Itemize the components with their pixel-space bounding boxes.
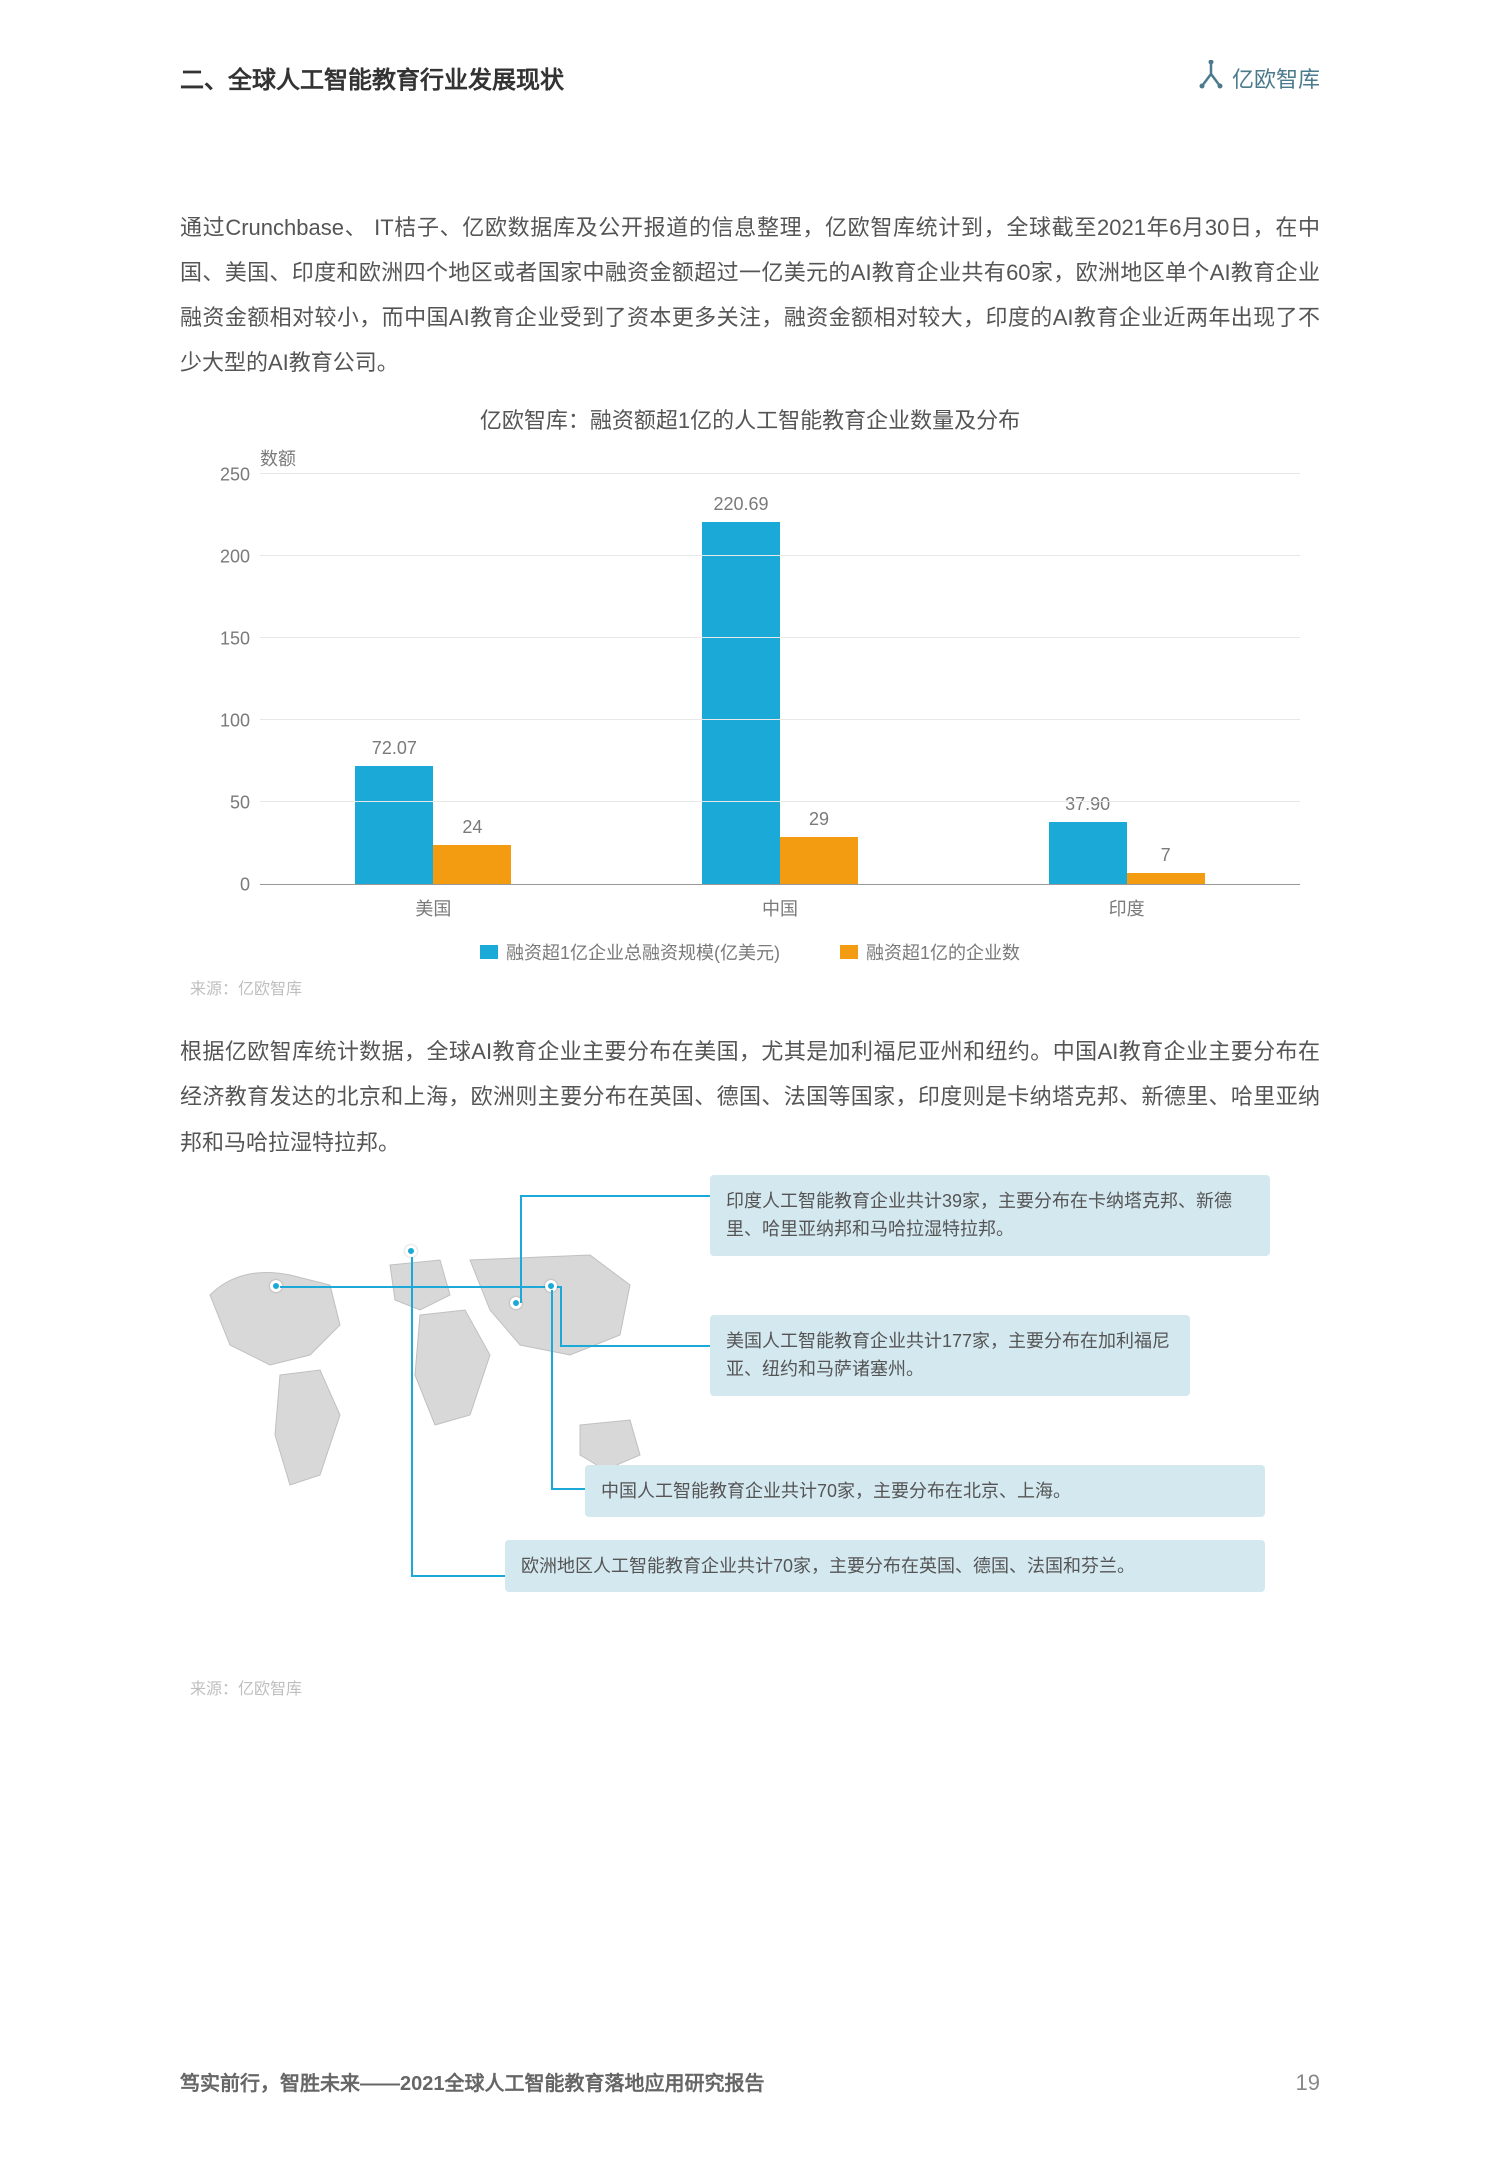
logo-icon [1196,60,1226,95]
bar-series2: 24 [433,845,511,884]
bar-value-label: 220.69 [713,494,768,515]
x-tick-label: 中国 [700,895,860,921]
legend-label: 融资超1亿企业总融资规模(亿美元) [506,939,780,965]
logo-text: 亿欧智库 [1232,62,1320,94]
chart-source: 来源：亿欧智库 [190,975,1320,999]
callout-connector [551,1290,553,1488]
legend-item-series1: 融资超1亿企业总融资规模(亿美元) [480,939,780,965]
bar-series1: 37.90 [1049,822,1127,884]
footer-report-title: 笃实前行，智胜未来——2021全球人工智能教育落地应用研究报告 [180,2067,765,2096]
bar-series1: 72.07 [355,766,433,884]
callout-connector [560,1345,710,1347]
bar-value-label: 37.90 [1065,794,1110,815]
bar-chart: 数额 050100150200250 72.0724220.692937.907… [200,445,1300,965]
chart-title: 亿欧智库：融资额超1亿的人工智能教育企业数量及分布 [180,403,1320,435]
bar-value-label: 72.07 [372,738,417,759]
callout-connector [520,1195,710,1197]
world-map-infographic: 印度人工智能教育企业共计39家，主要分布在卡纳塔克邦、新德里、哈里亚纳邦和马哈拉… [180,1185,1320,1665]
bar-value-label: 7 [1161,845,1171,866]
map-dot-icon [405,1245,417,1257]
section-title: 二、全球人工智能教育行业发展现状 [180,60,564,95]
paragraph-2: 根据亿欧智库统计数据，全球AI教育企业主要分布在美国，尤其是加利福尼亚州和纽约。… [180,1029,1320,1164]
callout-connector [551,1488,586,1490]
gridline [260,637,1300,638]
y-axis-label: 数额 [260,445,1300,471]
brand-logo: 亿欧智库 [1196,60,1320,95]
legend-item-series2: 融资超1亿的企业数 [840,939,1020,965]
callout-connector [280,1286,560,1288]
y-tick-label: 250 [220,465,250,486]
y-tick-label: 50 [230,793,250,814]
bar-value-label: 24 [462,817,482,838]
bar-group: 220.6929 [702,522,858,884]
bar-value-label: 29 [809,809,829,830]
callout-connector [411,1257,413,1575]
gridline [260,473,1300,474]
y-tick-label: 200 [220,547,250,568]
x-axis: 美国 中国 印度 [260,895,1300,921]
y-tick-label: 100 [220,711,250,732]
y-tick-label: 0 [240,875,250,896]
page-header: 二、全球人工智能教育行业发展现状 亿欧智库 [180,60,1320,95]
plot-grid: 72.0724220.692937.907 [260,475,1300,885]
callout-connector [560,1286,562,1346]
legend-swatch-icon [480,945,498,959]
map-source: 来源：亿欧智库 [190,1675,1320,1699]
gridline [260,801,1300,802]
bar-series2: 7 [1127,873,1205,884]
page-footer: 笃实前行，智胜未来——2021全球人工智能教育落地应用研究报告 19 [180,2067,1320,2096]
y-tick-label: 150 [220,629,250,650]
callout-connector [411,1575,506,1577]
gridline [260,555,1300,556]
legend-swatch-icon [840,945,858,959]
page-number: 19 [1296,2070,1320,2096]
legend-label: 融资超1亿的企业数 [866,939,1020,965]
bar-group: 37.907 [1049,822,1205,884]
chart-legend: 融资超1亿企业总融资规模(亿美元) 融资超1亿的企业数 [200,939,1300,965]
bar-series1: 220.69 [702,522,780,884]
bar-series2: 29 [780,837,858,885]
x-tick-label: 美国 [353,895,513,921]
bar-group: 72.0724 [355,766,511,884]
x-tick-label: 印度 [1047,895,1207,921]
map-callout-india: 印度人工智能教育企业共计39家，主要分布在卡纳塔克邦、新德里、哈里亚纳邦和马哈拉… [710,1175,1270,1257]
map-callout-usa: 美国人工智能教育企业共计177家，主要分布在加利福尼亚、纽约和马萨诸塞州。 [710,1315,1190,1397]
map-callout-china: 中国人工智能教育企业共计70家，主要分布在北京、上海。 [585,1465,1265,1518]
paragraph-1: 通过Crunchbase、 IT桔子、亿欧数据库及公开报道的信息整理，亿欧智库统… [180,205,1320,385]
y-axis: 050100150200250 [200,475,260,885]
map-callout-europe: 欧洲地区人工智能教育企业共计70家，主要分布在英国、德国、法国和芬兰。 [505,1540,1265,1593]
gridline [260,719,1300,720]
